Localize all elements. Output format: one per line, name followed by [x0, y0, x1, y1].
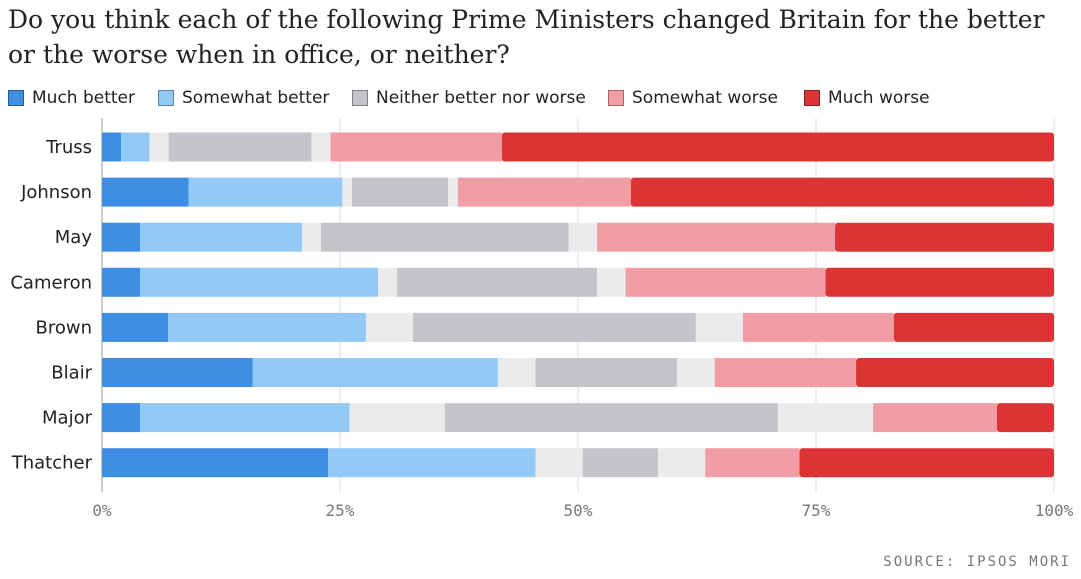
- bar-segment: [825, 267, 1054, 297]
- bar-segment: [102, 132, 122, 162]
- legend-swatch-much-better: [8, 90, 24, 106]
- bar-segment: [835, 222, 1054, 252]
- bar-segment: [121, 132, 150, 162]
- legend-swatch-somewhat-better: [158, 90, 174, 106]
- bar-segment: [535, 358, 677, 387]
- bar-segment: [497, 358, 536, 387]
- bar-segment: [365, 312, 414, 342]
- category-label: Johnson: [20, 182, 92, 203]
- legend-label-much-worse: Much worse: [828, 88, 930, 108]
- bar-segment: [695, 312, 743, 342]
- legend-item-somewhat-better: Somewhat better: [158, 86, 329, 110]
- bar-segment: [448, 177, 458, 207]
- bar-segment: [140, 267, 379, 297]
- bar-segment: [705, 448, 800, 478]
- bar-segment: [349, 403, 445, 433]
- bar-segment: [102, 358, 253, 387]
- bar-segment: [856, 358, 1054, 387]
- bar-segment: [102, 403, 141, 433]
- bar-segment: [102, 267, 141, 297]
- bar-segment: [168, 132, 312, 162]
- bar-segment: [140, 222, 302, 252]
- bar-segment: [568, 222, 598, 252]
- bar-segment: [625, 267, 826, 297]
- bar-segment: [676, 358, 715, 387]
- x-tick-label: 25%: [326, 501, 355, 520]
- bar-segment: [714, 358, 857, 387]
- category-label: May: [55, 227, 93, 248]
- category-label: Cameron: [10, 272, 92, 293]
- category-label: Thatcher: [11, 453, 93, 474]
- x-tick-label: 75%: [802, 501, 831, 520]
- legend-item-much-better: Much better: [8, 86, 135, 110]
- bar-segment: [444, 403, 778, 433]
- bar-segment: [188, 177, 343, 207]
- x-tick-label: 0%: [92, 501, 112, 520]
- category-label: Blair: [51, 363, 92, 384]
- legend-swatch-somewhat-worse: [608, 90, 624, 106]
- bar-segment: [311, 132, 331, 162]
- bar-segment: [742, 312, 894, 342]
- category-label: Major: [42, 408, 93, 429]
- bar-segment: [342, 177, 353, 207]
- source-credit: SOURCE: IPSOS MORI: [883, 554, 1071, 570]
- bar-segment: [378, 267, 398, 297]
- legend-item-neither: Neither better nor worse: [352, 86, 586, 110]
- bar-segment: [140, 403, 350, 433]
- bar-segment: [996, 403, 1054, 433]
- bar-segment: [149, 132, 169, 162]
- bar-segment: [457, 177, 631, 207]
- bar-segment: [352, 177, 449, 207]
- bar-segment: [301, 222, 321, 252]
- legend-label-somewhat-worse: Somewhat worse: [632, 88, 778, 108]
- x-tick-label: 50%: [564, 501, 593, 520]
- bar-segment: [799, 448, 1054, 478]
- bar-segment: [397, 267, 598, 297]
- bar-segment: [873, 403, 997, 433]
- legend-swatch-much-worse: [804, 90, 820, 106]
- bar-segment: [102, 448, 329, 478]
- x-tick-label: 100%: [1035, 501, 1074, 520]
- bar-segment: [630, 177, 1054, 207]
- bar-segment: [658, 448, 706, 478]
- bar-segment: [501, 132, 1055, 162]
- bar-segment: [777, 403, 874, 433]
- bar-segment: [535, 448, 583, 478]
- legend-label-somewhat-better: Somewhat better: [182, 88, 330, 108]
- bar-segment: [252, 358, 498, 387]
- bar-segment: [102, 222, 141, 252]
- bar-segment: [102, 177, 189, 207]
- bar-segment: [893, 312, 1054, 342]
- bar-segment: [330, 132, 502, 162]
- legend-item-somewhat-worse: Somewhat worse: [608, 86, 778, 110]
- bar-segment: [597, 267, 626, 297]
- chart-title: Do you think each of the following Prime…: [8, 5, 1045, 69]
- category-label: Truss: [45, 137, 92, 158]
- bar-segment: [320, 222, 569, 252]
- legend-item-much-worse: Much worse: [804, 86, 930, 110]
- bar-segment: [413, 312, 696, 342]
- bar-segment: [597, 222, 836, 252]
- legend-label-much-better: Much better: [32, 88, 135, 108]
- bar-segment: [102, 312, 168, 342]
- category-label: Brown: [36, 317, 93, 338]
- legend-swatch-neither: [352, 90, 368, 106]
- legend-label-neither: Neither better nor worse: [376, 88, 586, 108]
- bar-segment: [582, 448, 659, 478]
- bar-segment: [328, 448, 536, 478]
- bar-segment: [167, 312, 366, 342]
